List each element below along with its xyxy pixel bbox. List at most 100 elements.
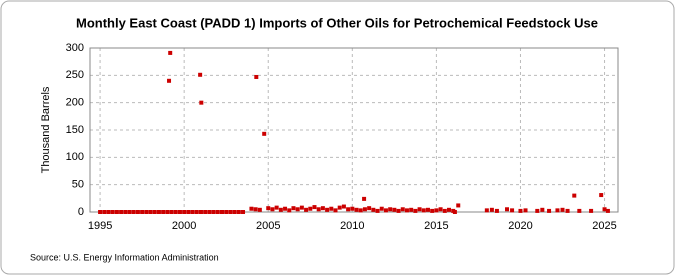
point [560, 207, 565, 212]
point [396, 208, 401, 213]
point [241, 210, 246, 214]
point [207, 210, 212, 214]
point [291, 206, 296, 211]
point [135, 210, 140, 214]
point [371, 207, 376, 212]
x-tick-label: 2015 [424, 220, 448, 232]
point [304, 207, 309, 212]
point [438, 207, 443, 212]
point [148, 210, 153, 214]
point [535, 208, 540, 213]
point [102, 210, 107, 214]
y-tick-label: 100 [66, 151, 84, 163]
point [173, 210, 178, 214]
point [198, 210, 203, 214]
point [523, 208, 528, 213]
point [316, 207, 321, 212]
point [540, 207, 545, 212]
x-tick-label: 1995 [88, 220, 112, 232]
chart-title: Monthly East Coast (PADD 1) Imports of O… [76, 15, 598, 30]
point [547, 208, 552, 213]
point [362, 196, 367, 201]
point [404, 208, 409, 213]
point [270, 207, 275, 212]
point [199, 100, 204, 105]
point [131, 210, 136, 214]
point [447, 207, 452, 212]
point [254, 74, 259, 79]
point [421, 208, 426, 213]
point [287, 208, 292, 213]
point [119, 210, 124, 214]
point [127, 210, 132, 214]
point [295, 207, 300, 212]
point [505, 207, 510, 212]
y-tick-label: 0 [78, 206, 84, 218]
point [510, 208, 515, 213]
point [152, 210, 157, 214]
point [555, 208, 560, 213]
point [123, 210, 128, 214]
point [165, 210, 170, 214]
point [442, 208, 447, 213]
point [308, 206, 313, 211]
point [283, 206, 288, 211]
point [346, 207, 351, 212]
y-tick-label: 50 [72, 179, 84, 191]
point [266, 206, 271, 211]
point [452, 210, 457, 214]
y-tick-label: 300 [66, 42, 84, 54]
point [220, 210, 224, 214]
y-tick-label: 250 [66, 69, 84, 81]
point [299, 205, 304, 210]
point [211, 210, 216, 214]
point [383, 208, 388, 213]
point [367, 206, 372, 211]
point [190, 210, 195, 214]
y-axis-label: Thousand Barrels [40, 86, 52, 173]
point [320, 206, 325, 211]
point [494, 208, 499, 213]
plot-border [89, 47, 619, 213]
point [249, 206, 254, 211]
point [362, 207, 367, 212]
point [489, 207, 494, 212]
point [228, 210, 233, 214]
point [110, 210, 115, 214]
point [413, 208, 418, 213]
point [262, 131, 267, 136]
point [198, 72, 203, 77]
point [375, 208, 380, 213]
point [425, 207, 430, 212]
y-tick-label: 200 [66, 97, 84, 109]
point [257, 207, 262, 212]
point [114, 210, 119, 214]
point [161, 210, 166, 214]
point [434, 208, 439, 213]
point [599, 193, 604, 198]
point [253, 207, 258, 212]
source: Source: U.S. Energy Information Administ… [30, 252, 219, 262]
point [215, 210, 220, 214]
point [392, 207, 397, 212]
point [236, 210, 241, 214]
point [140, 210, 145, 214]
point [312, 205, 317, 210]
point [602, 207, 607, 212]
point [337, 205, 342, 210]
point [417, 207, 422, 212]
y-tick-label: 150 [66, 124, 84, 136]
point [278, 207, 283, 212]
point [577, 208, 582, 213]
point [203, 210, 208, 214]
point [224, 210, 229, 214]
point [274, 205, 279, 210]
point [329, 206, 334, 211]
point [484, 208, 489, 213]
x-tick-label: 2010 [340, 220, 364, 232]
point [232, 210, 237, 214]
point [358, 208, 363, 213]
point [589, 208, 594, 213]
